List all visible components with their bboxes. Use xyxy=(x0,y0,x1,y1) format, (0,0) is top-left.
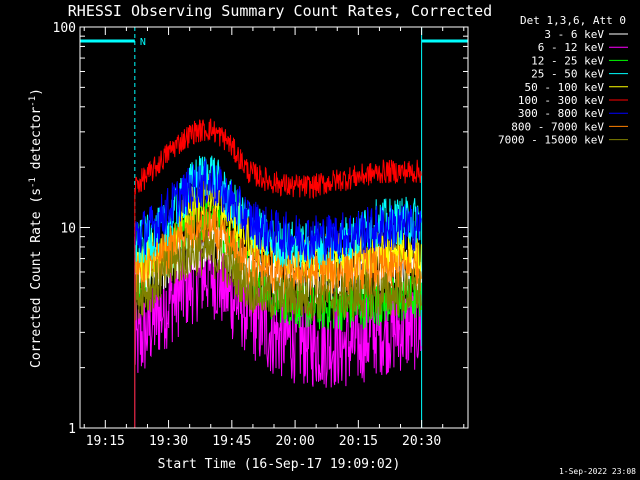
legend-label: 3 - 6 keV xyxy=(544,28,604,41)
series-line xyxy=(134,205,422,428)
y-tick-label: 100 xyxy=(53,21,76,36)
x-tick-label: 19:45 xyxy=(212,434,251,449)
series-line xyxy=(134,229,422,428)
legend-label: 300 - 800 keV xyxy=(518,107,604,120)
series-line xyxy=(134,118,422,428)
legend-label: 800 - 7000 keV xyxy=(511,120,604,133)
y-tick-label: 10 xyxy=(60,222,76,237)
y-axis-label-c: ) xyxy=(29,88,44,96)
legend-label: 25 - 50 keV xyxy=(531,68,604,81)
x-tick-label: 20:15 xyxy=(339,434,378,449)
legend-header: Det 1,3,6, Att 0 xyxy=(520,14,626,27)
y-axis-label-sup2: -1 xyxy=(28,96,38,107)
generated-timestamp: 1-Sep-2022 23:08 xyxy=(559,467,636,476)
y-axis-label-a: Corrected Count Rate (s xyxy=(29,188,44,368)
chart-title: RHESSI Observing Summary Count Rates, Co… xyxy=(68,2,492,20)
y-axis-label-sup1: -1 xyxy=(28,177,38,188)
y-axis-label-b: detector xyxy=(29,107,44,178)
series-line xyxy=(134,158,422,428)
x-tick-label: 19:30 xyxy=(149,434,188,449)
x-axis-label: Start Time (16-Sep-17 19:09:02) xyxy=(158,457,401,472)
legend-label: 6 - 12 keV xyxy=(538,41,605,54)
x-tick-label: 20:30 xyxy=(402,434,441,449)
legend-label: 7000 - 15000 keV xyxy=(498,134,604,147)
series-layer xyxy=(134,118,422,428)
legend-label: 50 - 100 keV xyxy=(525,81,605,94)
x-tick-label: 19:15 xyxy=(86,434,125,449)
y-axis-label: Corrected Count Rate (s-1 detector-1) xyxy=(28,88,44,368)
axes-layer: 19:15 19:30 19:45 20:00 20:15 20:30 1 10 100 xyxy=(53,21,468,449)
night-label: N xyxy=(140,37,146,48)
legend-label: 100 - 300 keV xyxy=(518,94,604,107)
y-tick-label: 1 xyxy=(68,422,76,437)
legend-label: 12 - 25 keV xyxy=(531,54,604,67)
x-tick-label: 20:00 xyxy=(276,434,315,449)
